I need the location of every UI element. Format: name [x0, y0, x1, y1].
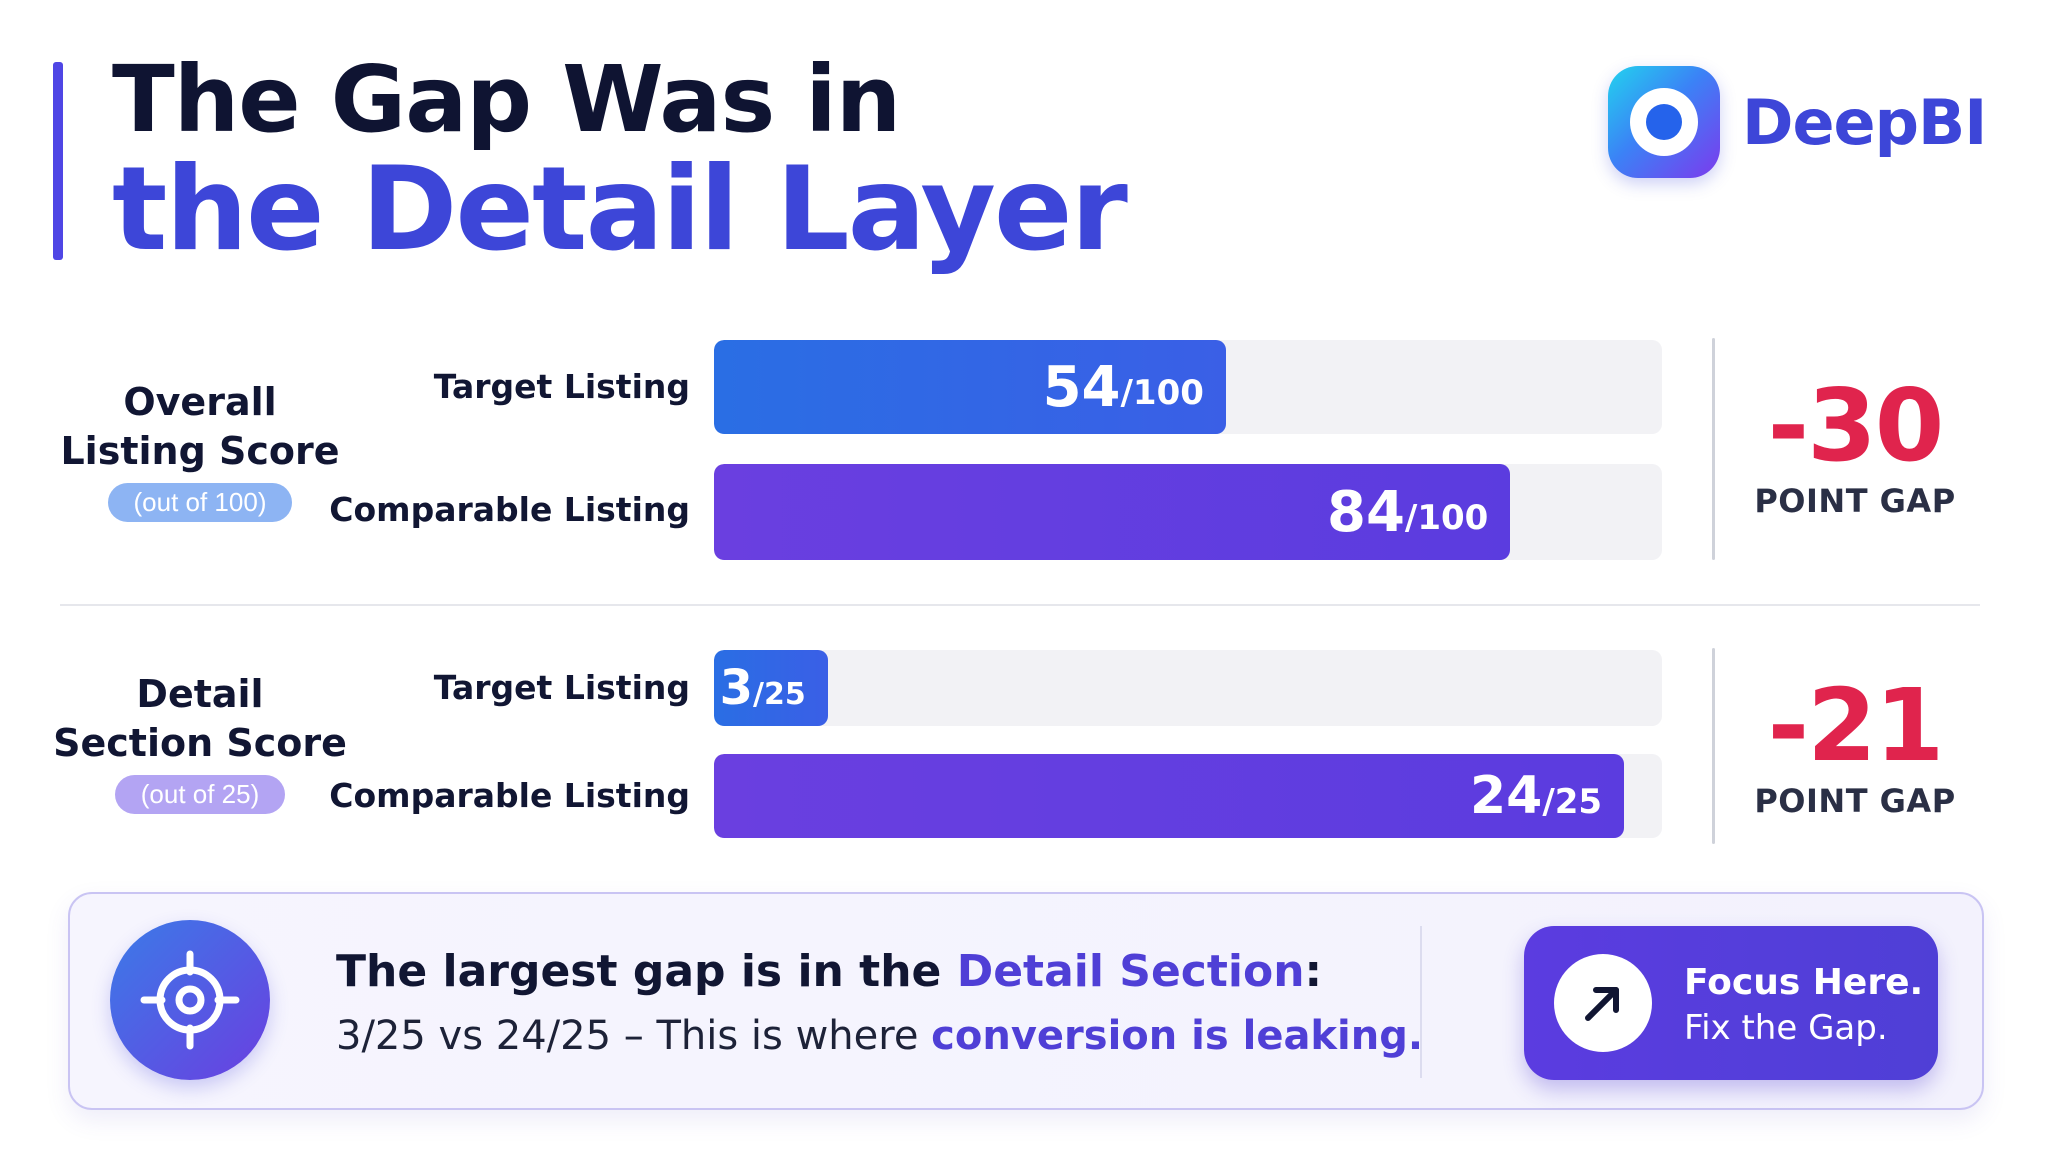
metric-label: Overall Listing Score (out of 100) — [40, 378, 360, 523]
bar-value: 24 — [1469, 766, 1543, 826]
metric-scale-pill: (out of 100) — [107, 483, 293, 523]
detail-score-content: Detail Section Score (out of 25) Target … — [0, 642, 2048, 844]
gap-label: POINT GAP — [1754, 782, 1956, 820]
focus-button-line-2: Fix the Gap. — [1684, 1008, 1888, 1048]
row-label-target: Target Listing — [433, 367, 690, 406]
title-line-1: The Gap Was in — [112, 46, 901, 153]
focus-button-line-1: Focus Here. — [1684, 962, 1924, 1003]
focus-here-button[interactable]: Focus Here. Fix the Gap. — [1524, 926, 1938, 1080]
deepbi-logo-icon — [1608, 66, 1720, 178]
callout-headline: The largest gap is in the Detail Section… — [336, 946, 1423, 997]
bar-suffix: /25 — [1542, 782, 1603, 822]
brand: DeepBI — [1608, 66, 1987, 178]
metric-name-line-1: Overall — [123, 380, 277, 424]
overall-score-section: Overall Listing Score (out of 100) Targe… — [0, 332, 2048, 564]
metric-name-line-2: Section Score — [53, 720, 347, 765]
headline-prefix: The largest gap is in the — [336, 946, 957, 997]
bar-target-overall: 54/100 — [714, 340, 1226, 434]
brand-name: DeepBI — [1742, 85, 1987, 159]
bar-suffix: /100 — [1120, 373, 1204, 413]
row-label-target: Target Listing — [433, 668, 690, 707]
arrow-icon-graphic — [1585, 987, 1619, 1021]
gap-divider — [1712, 648, 1715, 844]
bar-track-target: 3/25 — [714, 650, 1662, 726]
bar-value: 3 — [719, 660, 754, 716]
metric-name-line-2: Listing Score — [60, 428, 340, 473]
callout-divider — [1420, 926, 1422, 1078]
row-label-comparable: Comparable Listing — [329, 776, 690, 815]
target-icon-graphic — [140, 950, 240, 1050]
bar-comparable-detail: 24/25 — [714, 754, 1625, 838]
detail-prefix: 3/25 vs 24/25 – This is where — [336, 1013, 932, 1059]
title-line-2: the Detail Layer — [112, 142, 1128, 277]
metric-label: Detail Section Score (out of 25) — [40, 670, 360, 815]
row-label-comparable: Comparable Listing — [329, 490, 690, 529]
insight-callout: The largest gap is in the Detail Section… — [68, 892, 1984, 1110]
arrow-up-right-icon — [1554, 954, 1652, 1052]
headline-highlight: Detail Section — [956, 946, 1305, 997]
headline-suffix: : — [1304, 946, 1323, 997]
bar-value: 84 — [1326, 479, 1405, 545]
bar-target-detail: 3/25 — [714, 650, 828, 726]
gap-value: -30 — [1767, 367, 1945, 484]
gap-divider — [1712, 338, 1715, 560]
gap-label: POINT GAP — [1754, 482, 1956, 520]
bar-track-comparable: 24/25 — [714, 754, 1662, 838]
callout-detail: 3/25 vs 24/25 – This is where conversion… — [336, 1013, 1423, 1059]
page-title: The Gap Was in the Detail Layer — [112, 46, 1128, 277]
bar-track-target: 54/100 — [714, 340, 1662, 434]
metric-scale-pill: (out of 25) — [114, 775, 286, 815]
gap-readout: -21 POINT GAP — [1740, 667, 1970, 821]
section-divider — [60, 604, 1980, 606]
bar-track-comparable: 84/100 — [714, 464, 1662, 560]
metric-name-line-1: Detail — [136, 672, 264, 716]
target-icon — [110, 920, 270, 1080]
bar-value: 54 — [1042, 354, 1121, 420]
title-accent-bar — [53, 62, 63, 260]
bar-suffix: /25 — [753, 676, 806, 712]
detail-highlight: conversion is leaking. — [931, 1013, 1424, 1059]
gap-readout: -30 POINT GAP — [1740, 367, 1970, 521]
bar-suffix: /100 — [1404, 498, 1489, 538]
bar-comparable-overall: 84/100 — [714, 464, 1511, 560]
callout-text: The largest gap is in the Detail Section… — [336, 946, 1423, 1059]
gap-value: -21 — [1767, 667, 1945, 784]
